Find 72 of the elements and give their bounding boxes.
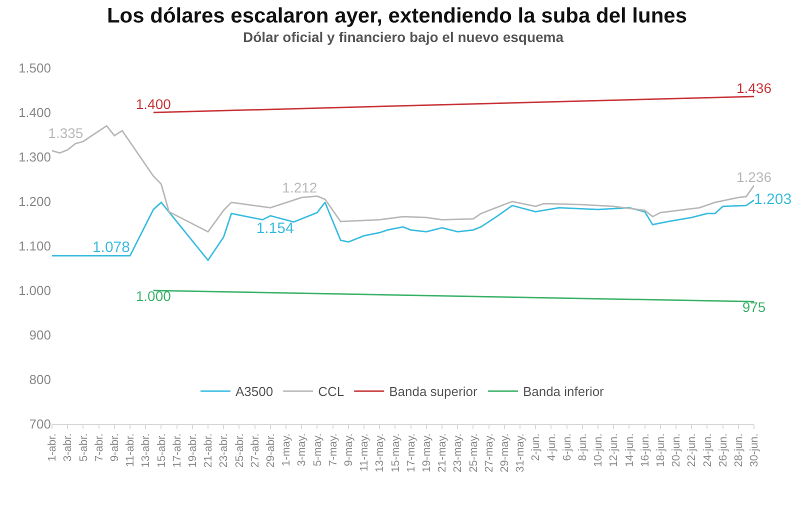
x-tick-label: 20-jun. xyxy=(670,433,683,468)
x-tick-label: 19-abr. xyxy=(186,433,199,468)
data-label: 1.212 xyxy=(282,180,318,196)
x-tick-label: 17-abr. xyxy=(171,433,184,468)
x-tick-label: 4-jun. xyxy=(546,433,558,461)
data-label: 1.400 xyxy=(136,96,172,112)
x-tick-label: 7-may. xyxy=(327,433,340,466)
y-tick-label: 1.000 xyxy=(18,283,51,298)
x-tick-label: 25-may. xyxy=(468,433,480,472)
x-tick-label: 2-jun. xyxy=(530,433,542,461)
x-tick-label: 30-jun. xyxy=(748,433,761,468)
legend-label: Banda inferior xyxy=(522,384,605,400)
y-tick-label: 900 xyxy=(29,328,51,343)
data-label: 1.236 xyxy=(736,168,772,185)
data-label: 1.335 xyxy=(48,124,84,141)
x-tick-label: 3-abr. xyxy=(62,433,74,462)
x-tick-label: 25-abr. xyxy=(234,433,246,468)
x-tick-label: 22-jun. xyxy=(686,433,698,468)
y-tick-label: 800 xyxy=(29,372,51,388)
x-tick-label: 16-jun. xyxy=(639,433,652,468)
x-tick-label: 23-may. xyxy=(452,433,464,472)
x-tick-label: 8-jun. xyxy=(576,433,589,461)
x-tick-label: 7-abr. xyxy=(93,433,106,462)
data-label: 1.436 xyxy=(736,80,772,96)
legend-label: Banda superior xyxy=(389,384,478,400)
y-tick-label: 1.400 xyxy=(18,105,51,120)
chart-title: Los dólares escalaron ayer, extendiendo la suba del lunes xyxy=(106,4,688,28)
x-tick-label: 27-abr. xyxy=(249,433,262,468)
x-tick-label: 1-abr. xyxy=(46,433,59,462)
data-label: 1.000 xyxy=(136,288,172,304)
x-tick-label: 1-may. xyxy=(280,433,293,466)
x-tick-label: 19-may. xyxy=(420,433,433,472)
x-tick-label: 14-jun. xyxy=(624,433,636,468)
x-tick-label: 3-may. xyxy=(296,433,308,466)
x-tick-label: 23-abr. xyxy=(218,433,230,468)
x-tick-label: 15-abr. xyxy=(156,433,168,468)
data-label: 1.078 xyxy=(92,239,130,256)
x-tick-label: 21-may. xyxy=(436,433,449,472)
x-tick-label: 13-abr. xyxy=(140,433,152,468)
y-tick-label: 1.300 xyxy=(18,150,51,165)
x-tick-label: 18-jun. xyxy=(654,433,667,468)
x-tick-label: 29-may. xyxy=(498,433,511,472)
x-tick-label: 13-may. xyxy=(374,433,386,472)
x-tick-label: 11-may. xyxy=(358,433,371,472)
x-tick-label: 11-abr. xyxy=(124,433,137,467)
y-tick-label: 1.200 xyxy=(18,194,51,210)
x-tick-label: 5-may. xyxy=(312,433,324,466)
x-tick-label: 6-jun. xyxy=(561,433,574,461)
x-tick-label: 24-jun. xyxy=(702,433,714,468)
x-tick-label: 27-may. xyxy=(483,433,496,472)
x-tick-label: 9-abr. xyxy=(108,433,121,462)
x-tick-label: 9-may. xyxy=(342,433,355,466)
y-tick-label: 1.500 xyxy=(18,60,51,76)
data-label: 1.203 xyxy=(754,190,792,208)
x-tick-label: 5-abr. xyxy=(78,433,90,462)
data-label: 975 xyxy=(742,299,766,316)
x-tick-label: 17-may. xyxy=(405,433,418,472)
data-label: 1.154 xyxy=(256,220,294,238)
x-tick-label: 21-abr. xyxy=(202,433,215,468)
legend-label: A3500 xyxy=(236,384,274,400)
x-tick-label: 31-may. xyxy=(514,433,527,472)
legend-label: CCL xyxy=(318,384,344,400)
x-tick-label: 28-jun. xyxy=(732,433,745,468)
x-tick-label: 29-abr. xyxy=(264,433,277,468)
y-tick-label: 1.100 xyxy=(18,238,51,254)
line-series xyxy=(52,199,754,261)
x-tick-label: 15-may. xyxy=(390,433,402,472)
y-tick-label: 700 xyxy=(29,416,51,432)
x-tick-label: 26-jun. xyxy=(717,433,730,468)
x-tick-label: 12-jun. xyxy=(608,433,620,468)
x-tick-label: 10-jun. xyxy=(592,433,605,468)
chart-subtitle: Dólar oficial y financiero bajo el nuevo esquema xyxy=(243,29,564,45)
